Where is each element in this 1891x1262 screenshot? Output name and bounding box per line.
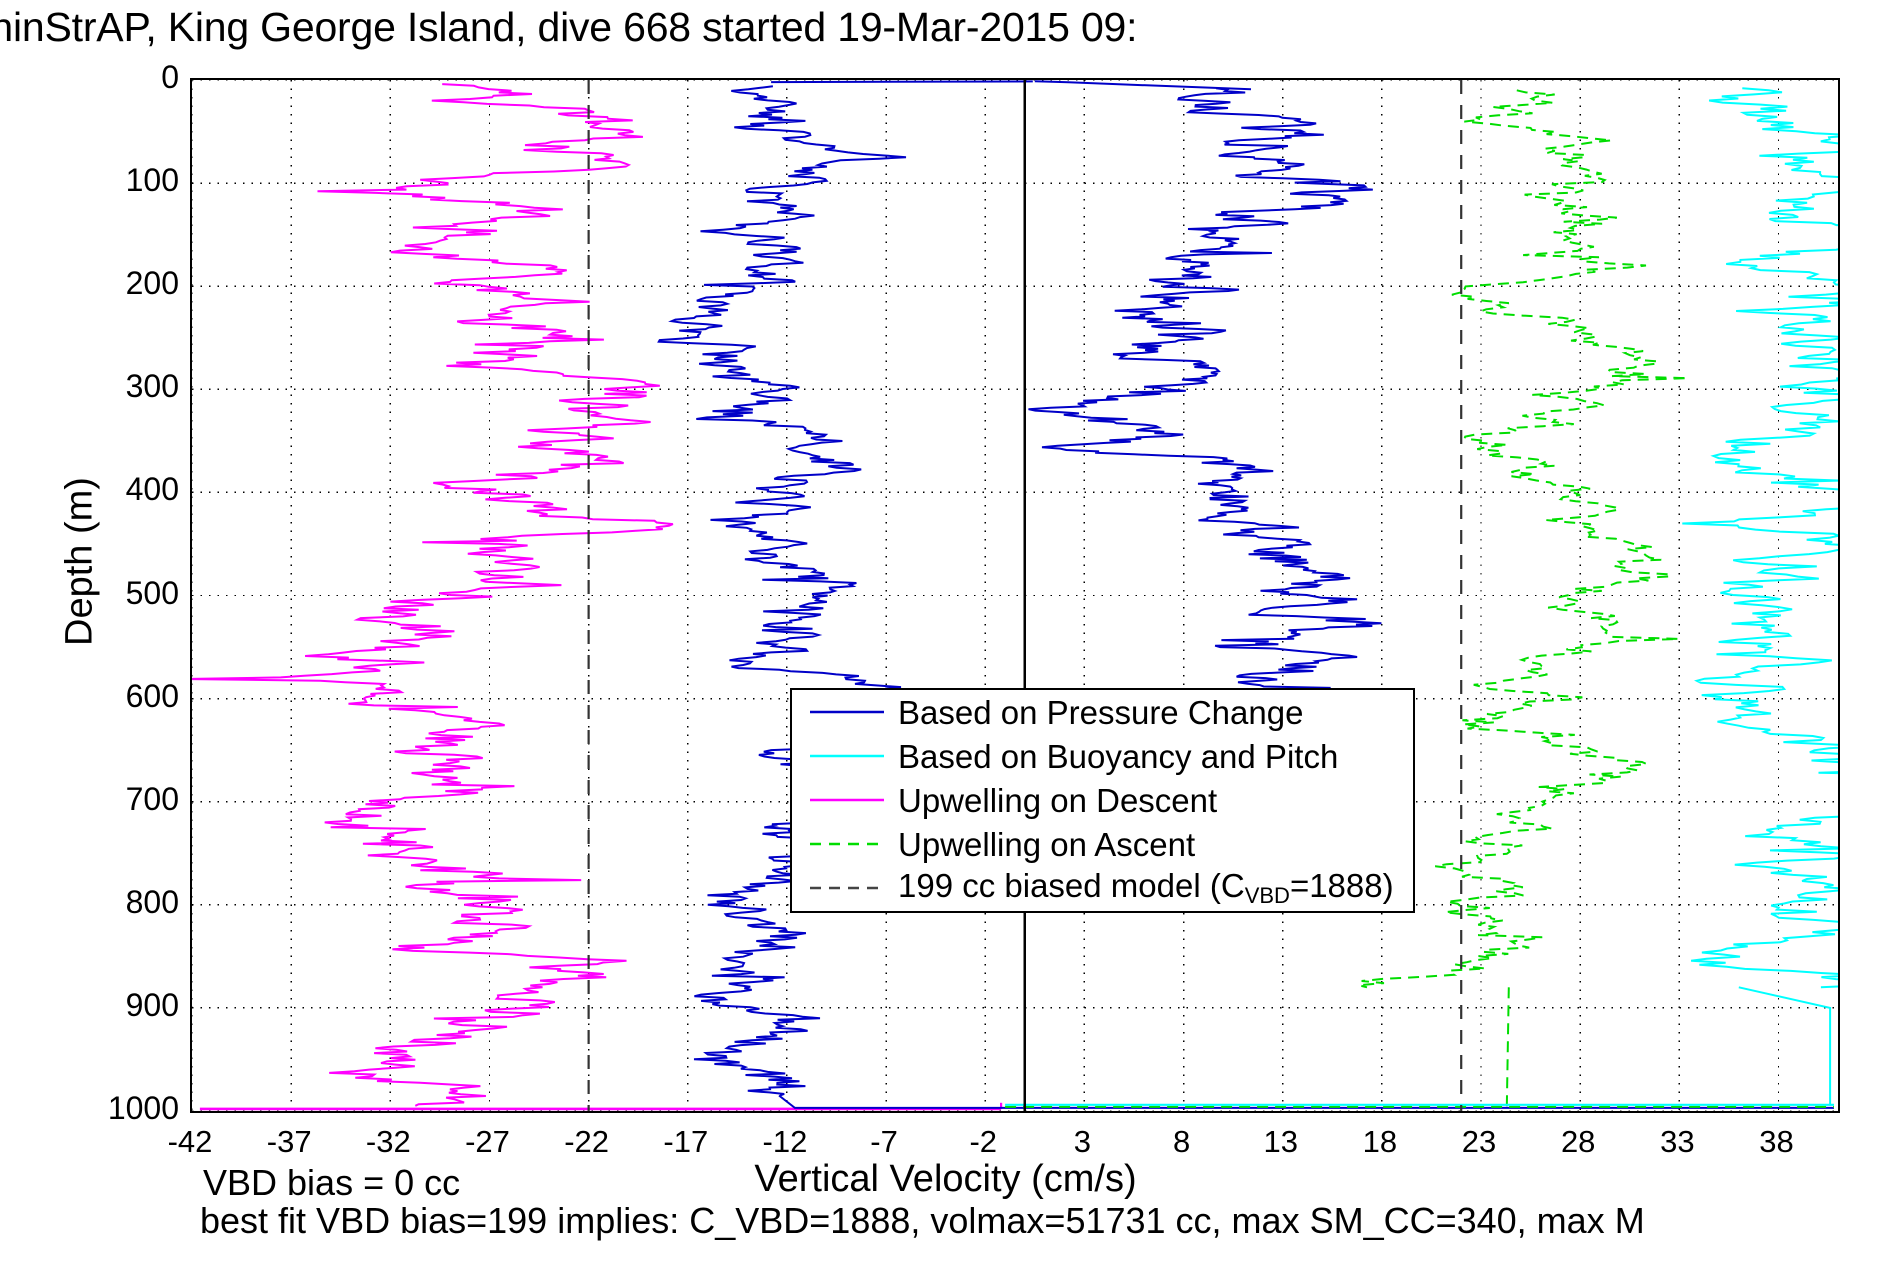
legend-box[interactable]: Based on Pressure Change Based on Buoyanc…: [790, 688, 1415, 913]
x-tick-label: 23: [1461, 1124, 1497, 1159]
x-tick-label: -27: [465, 1124, 510, 1159]
x-tick-label: 3: [1073, 1124, 1092, 1159]
legend-item-buoyancy-pitch[interactable]: Based on Buoyancy and Pitch: [792, 734, 1413, 778]
y-tick-label: 800: [125, 883, 179, 920]
x-axis-label: Vertical Velocity (cm/s): [754, 1158, 1137, 1200]
legend-label: Based on Buoyancy and Pitch: [898, 737, 1339, 775]
legend-item-pressure-change[interactable]: Based on Pressure Change: [792, 690, 1413, 734]
legend-label: Upwelling on Descent: [898, 781, 1218, 819]
y-tick-label: 500: [125, 574, 179, 611]
legend-swatch-pressure-change-icon: [810, 702, 884, 722]
legend-item-upwelling-descent[interactable]: Upwelling on Descent: [792, 778, 1413, 822]
x-tick-label: -2: [969, 1124, 998, 1159]
plot-area: [190, 78, 1840, 1113]
legend-label-prefix: 199 cc biased model (C: [898, 867, 1245, 904]
page-title: 566 ChinStrAP, King George Island, dive …: [0, 4, 1138, 50]
legend-swatch-upwelling-ascent-icon: [810, 834, 884, 854]
y-tick-label: 400: [125, 471, 179, 508]
x-tick-label: 18: [1362, 1124, 1398, 1159]
legend-swatch-buoyancy-pitch-icon: [810, 746, 884, 766]
y-tick-label: 300: [125, 368, 179, 405]
x-tick-label: -12: [762, 1124, 808, 1159]
legend-label-subscript: VBD: [1244, 883, 1290, 908]
x-tick-label: 28: [1560, 1124, 1596, 1159]
y-tick-label: 200: [125, 265, 179, 302]
x-tick-label: -7: [870, 1124, 898, 1159]
x-tick-label: -37: [266, 1124, 312, 1159]
x-tick-label: -17: [663, 1124, 709, 1159]
y-tick-label: 600: [125, 677, 179, 714]
legend-label: Based on Pressure Change: [898, 693, 1304, 731]
profile-plot-svg: [192, 80, 1838, 1111]
legend-item-upwelling-ascent[interactable]: Upwelling on Ascent: [792, 822, 1413, 866]
y-tick-label: 1000: [107, 1090, 179, 1126]
y-tick-label: 700: [125, 780, 179, 817]
legend-item-biased-model[interactable]: 199 cc biased model (CVBD=1888): [792, 866, 1413, 910]
best-fit-annotation: best fit VBD bias=199 implies: C_VBD=188…: [200, 1200, 1645, 1241]
x-tick-label: 38: [1759, 1124, 1794, 1159]
legend-swatch-biased-model-icon: [810, 878, 884, 898]
x-tick-label: 8: [1172, 1124, 1191, 1159]
x-tick-label: 33: [1660, 1124, 1695, 1159]
x-tick-label: -32: [365, 1124, 411, 1159]
y-tick-label: 900: [125, 986, 179, 1023]
x-tick-label: 13: [1263, 1124, 1298, 1159]
legend-label: 199 cc biased model (CVBD=1888): [898, 869, 1394, 907]
legend-label-suffix: =1888): [1289, 867, 1394, 904]
y-tick-label: 100: [125, 162, 179, 199]
x-tick-label: -22: [564, 1124, 610, 1159]
vbd-bias-annotation: VBD bias = 0 cc: [203, 1162, 461, 1203]
x-tick-label: -42: [167, 1124, 213, 1159]
legend-label: Upwelling on Ascent: [898, 825, 1196, 863]
y-tick-label: 0: [161, 59, 179, 95]
legend-swatch-upwelling-descent-icon: [810, 790, 884, 810]
